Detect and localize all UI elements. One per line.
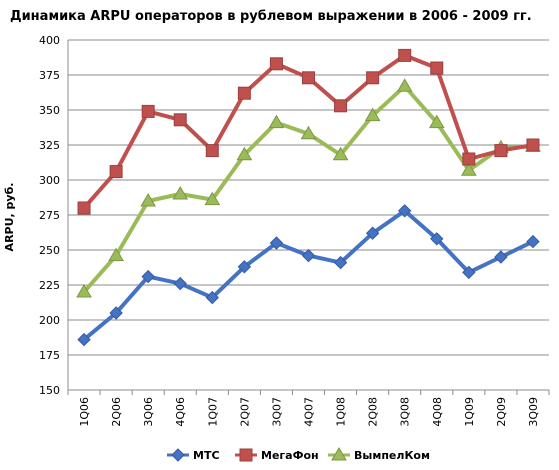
data-point [109,306,123,320]
data-point [364,107,381,122]
y-tick-label: 150 [39,384,60,397]
data-point [140,193,157,207]
y-tick-label: 325 [39,139,60,152]
y-tick-label: 375 [39,69,60,82]
data-point [77,332,91,347]
data-point [237,260,252,274]
data-point [460,162,477,176]
series-1 [77,48,540,215]
x-tick-label: 1Q09 [463,397,476,427]
y-tick-label: 250 [39,244,60,257]
data-point [205,144,219,158]
y-tick-label: 275 [39,209,60,222]
data-point [302,71,315,85]
legend-item: ВымпелКом [328,447,430,462]
y-tick-label: 175 [39,349,60,362]
data-point [236,146,253,161]
data-point [237,86,251,100]
data-point [333,255,348,270]
legend-label: МТС [193,449,220,462]
data-point [76,284,92,298]
legend-marker [171,448,185,462]
legend: МТС МегаФон ВымпелКом [167,447,430,462]
x-tick-label: 4Q06 [174,397,187,427]
x-tick-label: 3Q08 [399,397,412,427]
data-point [268,114,285,129]
legend-label: ВымпелКом [354,449,430,462]
data-point [397,204,412,218]
data-point [269,236,284,250]
data-point [332,146,349,161]
data-point [334,99,348,113]
data-point [365,226,380,240]
data-point [300,125,317,140]
data-point [494,144,508,158]
series-group [76,48,541,347]
x-tick-label: 2Q06 [110,397,123,427]
data-point [430,232,444,246]
data-point [141,104,155,118]
data-point [526,234,540,249]
data-point [77,201,91,215]
legend-item: МегаФон [235,448,319,462]
x-tick-label: 3Q07 [270,397,283,427]
data-point [205,290,220,305]
axes [67,40,550,395]
series-0 [77,204,540,347]
data-point [526,138,540,152]
data-point [204,191,221,206]
data-point [269,57,283,71]
x-tick-label: 2Q07 [238,397,251,427]
data-point [462,152,476,166]
data-point [396,78,413,92]
data-point [173,276,187,291]
data-point [301,248,316,263]
x-tick-label: 4Q07 [303,397,316,427]
y-tick-label: 200 [39,314,60,327]
data-point [494,250,508,264]
legend-marker [331,447,347,461]
y-axis-ticks: 150 175 200 225 250 275 300 325 350 375 400 [39,34,60,397]
data-point [109,165,123,179]
x-axis-ticks: 1Q06 2Q06 3Q06 4Q06 1Q07 2Q07 3Q07 4Q07 1Q08 2Q08… [78,397,540,427]
x-tick-label: 4Q08 [431,397,444,427]
data-point [428,114,445,129]
data-point [141,269,155,284]
legend-label: МегаФон [261,449,319,462]
x-tick-label: 2Q09 [495,397,508,427]
data-point [172,186,189,200]
x-tick-label: 2Q08 [367,397,380,427]
data-point [108,247,124,262]
y-tick-label: 350 [39,104,60,117]
x-tick-label: 3Q09 [527,397,540,427]
data-point [462,265,476,280]
x-tick-label: 1Q07 [206,397,219,427]
data-point [430,61,444,75]
y-tick-label: 225 [39,279,60,292]
y-tick-label: 400 [39,34,60,47]
legend-marker [239,448,253,462]
x-tick-label: 1Q06 [78,397,91,427]
x-tick-label: 3Q06 [142,397,155,427]
data-point [366,71,380,85]
y-tick-label: 300 [39,174,60,187]
y-axis-label: ARPU, руб. [3,183,16,252]
series-2 [76,78,541,298]
data-point [398,48,412,62]
chart-title: Динамика ARPU операторов в рублевом выра… [10,9,532,24]
data-point [173,113,187,127]
x-tick-label: 1Q08 [335,397,348,427]
legend-item: МТС [167,448,220,462]
